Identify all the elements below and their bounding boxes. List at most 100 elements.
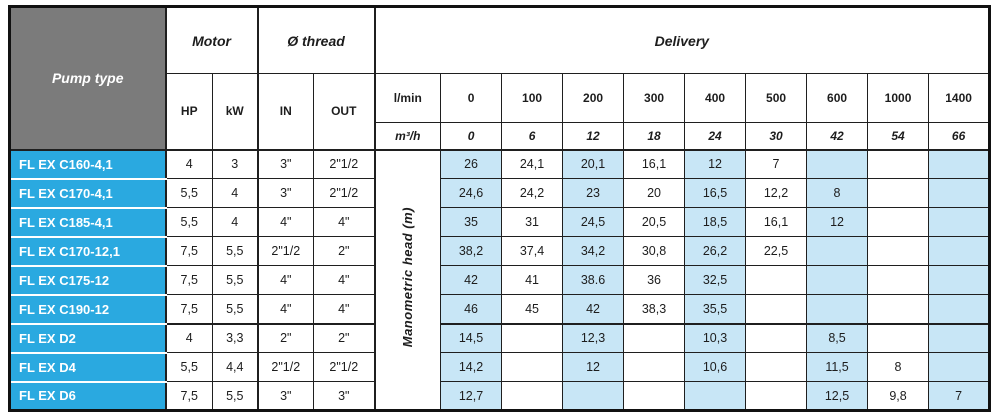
delivery-value-cell (745, 265, 808, 295)
delivery-value-cell: 16,1 (745, 207, 808, 237)
delivery-value-cell: 30,8 (623, 236, 686, 266)
kw-cell: 4 (211, 207, 259, 237)
lmin-value-header: 400 (684, 73, 747, 123)
lmin-value-header: 200 (562, 73, 625, 123)
delivery-value-cell: 22,5 (745, 236, 808, 266)
out-cell: 4" (313, 265, 376, 295)
pump-type-cell: FL EX C190-12 (8, 294, 167, 325)
header-row-lmin: HP kW IN OUT l/min 0 100 200 300 400 500… (10, 73, 991, 150)
delivery-value-cell: 38,2 (440, 236, 503, 266)
in-cell: 2"1/2 (256, 236, 315, 266)
delivery-value-cell: 20,5 (623, 207, 686, 237)
pump-type-cell: FL EX D2 (8, 322, 167, 354)
hp-cell: 4 (165, 322, 213, 353)
delivery-value-cell: 14,5 (440, 322, 503, 353)
delivery-value-cell (867, 265, 930, 295)
in-cell: 4" (256, 294, 315, 324)
delivery-value-cell (623, 381, 686, 411)
delivery-value-cell (806, 265, 869, 295)
hp-cell: 7,5 (165, 381, 213, 411)
delivery-value-cell: 24,5 (562, 207, 625, 237)
delivery-value-cell: 23 (562, 178, 625, 208)
lmin-value-header: 1000 (867, 73, 930, 123)
out-cell: 2" (313, 236, 376, 266)
delivery-value-cell: 16,5 (684, 178, 747, 208)
out-cell: 2" (313, 322, 376, 353)
in-cell: 3" (256, 178, 315, 208)
delivery-value-cell (745, 381, 808, 411)
delivery-value-cell (562, 381, 625, 411)
m3h-value-header: 12 (562, 122, 625, 150)
delivery-group-header: Delivery (373, 6, 991, 74)
header-row-groups: Pump type Motor Ø thread Delivery (9, 6, 991, 150)
lmin-value-header: 300 (623, 73, 686, 123)
delivery-value-cell: 45 (501, 294, 564, 324)
lmin-value-header: 600 (806, 73, 869, 123)
out-cell: 2"1/2 (313, 178, 376, 208)
delivery-value-cell: 24,2 (501, 178, 564, 208)
table-row: FL EX D6 7,5 5,5 3" 3" 12,7 12,5 9,8 7 (8, 381, 991, 412)
pump-type-cell: FL EX C170-4,1 (8, 178, 167, 209)
delivery-value-cell (806, 148, 869, 179)
m3h-value-header: 54 (867, 122, 930, 150)
m3h-value-header: 6 (501, 122, 564, 150)
hp-cell: 7,5 (165, 236, 213, 266)
delivery-value-cell (928, 265, 991, 295)
pump-type-cell: FL EX C160-4,1 (8, 148, 167, 180)
kw-cell: 5,5 (211, 381, 259, 411)
out-cell: 2"1/2 (313, 148, 376, 179)
pump-spec-table: Pump type Motor Ø thread Delivery HP kW … (8, 5, 992, 412)
pump-type-cell: FL EX C175-12 (8, 265, 167, 296)
lmin-value-header: 100 (501, 73, 564, 123)
delivery-value-cell (867, 322, 930, 353)
delivery-value-cell (928, 148, 991, 179)
delivery-value-cell: 31 (501, 207, 564, 237)
table-row: FL EX C170-12,1 7,5 5,5 2"1/2 2" 38,2 37,4 34,2… (8, 236, 991, 267)
delivery-value-cell (745, 352, 808, 382)
delivery-value-cell (501, 352, 564, 382)
kw-cell: 4,4 (211, 352, 259, 382)
table-row: FL EX C185-4,1 5,5 4 4" 4" 35 31 24,5 20,5 18,5 16… (8, 207, 991, 238)
delivery-value-cell (806, 294, 869, 324)
delivery-value-cell: 32,5 (684, 265, 747, 295)
delivery-value-cell: 10,3 (684, 322, 747, 353)
delivery-value-cell: 46 (440, 294, 503, 324)
delivery-value-cell (745, 322, 808, 353)
lmin-unit-label: l/min (374, 73, 442, 123)
delivery-value-cell: 12 (562, 352, 625, 382)
in-cell: 2"1/2 (256, 352, 315, 382)
hp-cell: 5,5 (165, 207, 213, 237)
delivery-value-cell: 12 (806, 207, 869, 237)
delivery-value-cell (867, 178, 930, 208)
delivery-value-cell: 36 (623, 265, 686, 295)
lmin-value-header: 500 (745, 73, 808, 123)
pump-type-cell: FL EX D6 (8, 381, 167, 412)
delivery-value-cell (867, 236, 930, 266)
delivery-value-cell: 42 (562, 294, 625, 324)
delivery-value-cell (684, 381, 747, 411)
out-cell: 3" (313, 381, 376, 411)
table-row: FL EX C190-12 7,5 5,5 4" 4" 46 45 42 38,3 35,5 (8, 294, 991, 325)
hp-cell: 4 (165, 148, 213, 179)
delivery-value-cell: 42 (440, 265, 503, 295)
delivery-value-cell: 24,1 (501, 148, 564, 179)
delivery-value-cell (745, 294, 808, 324)
m3h-value-header: 18 (623, 122, 686, 150)
hp-cell: 5,5 (165, 178, 213, 208)
pump-type-header: Pump type (9, 6, 167, 150)
delivery-value-cell (501, 381, 564, 411)
delivery-value-cell (928, 236, 991, 266)
table-body: FL EX C160-4,1 4 3 3" 2"1/2 Manometric head (… (8, 148, 991, 412)
lmin-value-header: 1400 (928, 73, 991, 123)
delivery-value-cell: 41 (501, 265, 564, 295)
delivery-value-cell: 12,5 (806, 381, 869, 411)
pump-type-cell: FL EX D4 (8, 352, 167, 383)
hp-header: HP (165, 73, 213, 150)
in-header: IN (256, 73, 315, 150)
table-row: FL EX D4 5,5 4,4 2"1/2 2"1/2 14,2 12 10,6 11,5 8 (8, 352, 991, 383)
delivery-value-cell (928, 178, 991, 208)
manometric-head-cell: Manometric head (m) (374, 148, 442, 411)
kw-header: kW (211, 73, 259, 150)
out-cell: 2"1/2 (313, 352, 376, 382)
kw-cell: 4 (211, 178, 259, 208)
